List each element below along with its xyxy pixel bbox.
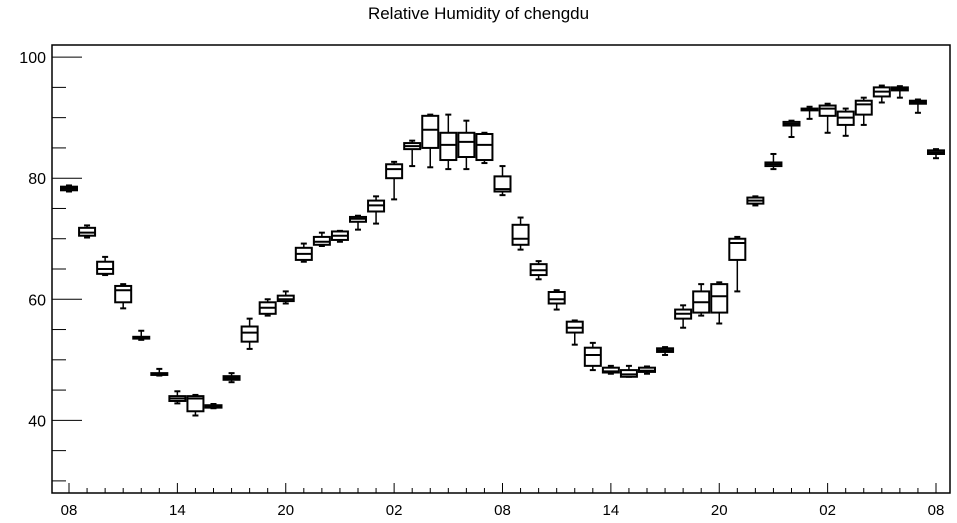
box-plot-item xyxy=(349,214,367,231)
box-plot-item xyxy=(619,364,638,378)
box-plot-item xyxy=(728,235,747,293)
x-tick-label: 08 xyxy=(61,502,78,519)
box-rect xyxy=(475,132,494,162)
box-plot-item xyxy=(872,84,891,104)
box-plot-item xyxy=(692,283,711,317)
box-plot-item xyxy=(403,139,422,168)
box-plot-item xyxy=(890,85,909,99)
y-tick-label: 80 xyxy=(28,171,46,188)
y-tick-label: 100 xyxy=(19,50,46,67)
box-rect xyxy=(186,395,205,413)
box-plot-item xyxy=(927,148,945,160)
box-rect xyxy=(583,346,602,367)
box-rect xyxy=(114,284,133,304)
x-tick-label: 20 xyxy=(711,502,728,519)
box-plot-item xyxy=(222,372,241,384)
x-tick-label: 20 xyxy=(277,502,294,519)
box-plot-item xyxy=(638,365,656,375)
box-plot-item xyxy=(782,119,801,139)
box-plot-item xyxy=(908,98,927,114)
box-rect xyxy=(457,131,476,158)
box-plot-item xyxy=(475,131,494,165)
box-plot-item xyxy=(746,195,765,207)
box-plot-item xyxy=(818,102,837,134)
box-rect xyxy=(493,175,512,193)
box-plot-item xyxy=(439,113,458,171)
box-plot-item xyxy=(204,403,223,410)
box-plot-item xyxy=(529,260,548,281)
box-plot-item xyxy=(583,341,602,372)
box-plot-item xyxy=(150,367,169,377)
box-plot-item xyxy=(764,152,783,171)
box-rect xyxy=(854,99,873,116)
y-tick-label: 60 xyxy=(28,292,46,309)
box-rect xyxy=(96,260,115,275)
box-plot-item xyxy=(132,329,151,341)
box-plot-item xyxy=(674,304,693,329)
box-plot-item xyxy=(240,317,259,350)
box-plot-item xyxy=(547,289,566,311)
box-plot-item xyxy=(276,290,295,305)
box-plot-item xyxy=(294,242,313,263)
box-plot-item xyxy=(385,160,404,201)
box-plot-item xyxy=(511,216,530,251)
box-rect xyxy=(710,283,729,314)
box-plot-item xyxy=(710,281,729,325)
y-tick-label: 40 xyxy=(28,413,46,430)
box-plot-item xyxy=(836,107,855,137)
box-plot-item xyxy=(493,165,512,197)
box-plot-item xyxy=(656,346,675,356)
box-rect xyxy=(547,291,566,305)
box-plot-item xyxy=(168,390,187,405)
box-plot-item xyxy=(601,364,620,375)
box-rect xyxy=(511,223,530,246)
box-rect xyxy=(601,366,620,374)
x-tick-label: 14 xyxy=(603,502,620,519)
box-rect xyxy=(240,325,259,343)
x-tick-label: 08 xyxy=(928,502,945,519)
box-rect xyxy=(818,104,837,117)
box-rect xyxy=(439,131,458,162)
x-tick-label: 02 xyxy=(819,502,836,519)
x-tick-label: 02 xyxy=(386,502,403,519)
plot-frame xyxy=(51,44,951,494)
chart-title: Relative Humidity of chengdu xyxy=(367,4,590,23)
box-rect xyxy=(421,114,440,149)
box-plot-item xyxy=(114,283,133,310)
box-plot-item xyxy=(78,224,97,239)
box-plot-item xyxy=(457,119,476,171)
x-tick-label: 08 xyxy=(494,502,511,519)
box-plot-item xyxy=(421,113,440,169)
box-rect xyxy=(385,163,404,180)
box-rect xyxy=(728,237,747,261)
box-plot-item xyxy=(312,231,331,247)
box-plot-item xyxy=(60,184,78,193)
box-plot-item xyxy=(367,195,386,225)
box-plot-item xyxy=(330,229,349,243)
x-tick-label: 14 xyxy=(169,502,186,519)
box-plot-item xyxy=(854,96,873,126)
box-plot-item xyxy=(565,319,584,346)
box-plot-item xyxy=(186,393,205,417)
box-plot-item xyxy=(258,298,277,317)
box-plot-item xyxy=(96,255,115,277)
box-plot-item xyxy=(800,105,819,120)
